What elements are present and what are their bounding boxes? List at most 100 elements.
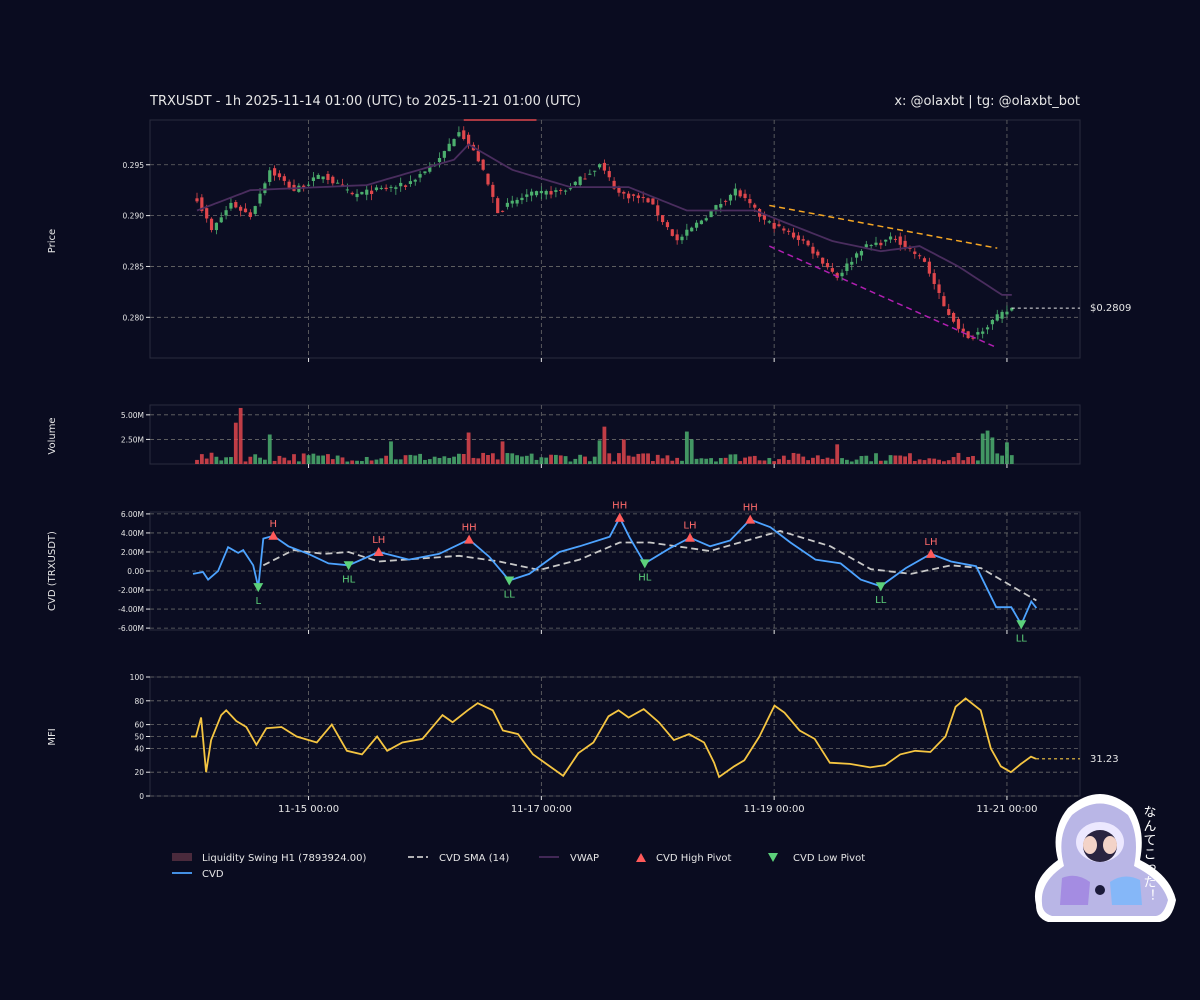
candle-body <box>491 184 495 197</box>
volume-bar <box>413 455 418 464</box>
candle-body <box>791 232 796 238</box>
candle-body <box>399 182 403 187</box>
volume-bar <box>728 454 733 464</box>
volume-bar <box>258 457 262 464</box>
y-tick-label: 2.00M <box>121 548 144 557</box>
volume-bar <box>214 456 219 464</box>
sticker-badge <box>1095 885 1105 895</box>
volume-bar <box>263 459 267 464</box>
volume-bar <box>408 454 413 464</box>
candle-body <box>670 229 674 236</box>
candle-body <box>714 205 718 210</box>
volume-bar <box>956 452 961 464</box>
volume-bar <box>199 454 204 464</box>
legend-liquidity-swing-swatch <box>172 853 192 861</box>
y-tick-label: 40 <box>134 744 144 753</box>
legend-cvd-sma: CVD SMA (14) <box>439 853 509 864</box>
volume-bar <box>641 453 646 464</box>
volume-bar <box>238 407 243 464</box>
volume-bar <box>495 459 500 464</box>
volume-bar <box>680 460 684 464</box>
volume-bar <box>733 454 738 464</box>
volume-bar <box>355 460 359 464</box>
candle-body <box>855 253 859 258</box>
volume-bar <box>233 422 238 464</box>
sticker-left-sleeve <box>1060 875 1090 905</box>
volume-bar <box>554 454 558 464</box>
volume-bar <box>767 457 772 464</box>
candle-body <box>578 176 582 185</box>
legend-high-pivot-icon <box>636 853 646 862</box>
volume-bar <box>699 458 704 464</box>
candle-body <box>253 206 257 214</box>
volume-bar <box>219 460 224 464</box>
candle-body <box>719 204 723 208</box>
volume-bar <box>883 460 888 464</box>
y-tick-label: 5.00M <box>121 411 144 420</box>
volume-bar <box>718 458 723 464</box>
candle-body <box>316 174 320 179</box>
volume-bar <box>796 453 801 464</box>
candle-body <box>840 272 844 277</box>
volume-bar <box>427 459 432 464</box>
candle-body <box>234 202 238 208</box>
candle-body <box>709 210 713 218</box>
volume-bar <box>951 457 956 464</box>
candle-body <box>340 184 345 186</box>
candle-body <box>898 236 902 245</box>
volume-bar <box>1005 442 1009 464</box>
volume-bar <box>384 455 389 464</box>
volume-bar <box>364 456 369 464</box>
volume-bar <box>374 459 379 464</box>
candle-body <box>811 246 815 254</box>
candle-body <box>496 198 500 214</box>
candle-body <box>806 240 810 246</box>
volume-bar <box>515 455 519 464</box>
volume-bar <box>704 458 709 464</box>
volume-bar <box>330 459 335 464</box>
volume-bar <box>195 459 199 464</box>
candle-body <box>370 190 374 195</box>
volume-bar <box>990 437 995 464</box>
volume-bar <box>684 431 689 464</box>
volume-bar <box>534 459 539 464</box>
candle-body <box>835 273 839 278</box>
volume-bar <box>772 461 777 464</box>
cvd-pivot-label: LH <box>924 537 937 548</box>
candle-body <box>937 284 941 293</box>
volume-bar <box>229 457 233 464</box>
x-tick-label: 11-21 00:00 <box>976 804 1037 815</box>
volume-bar <box>820 459 825 464</box>
candle-body <box>350 192 354 195</box>
volume-bar <box>903 456 907 464</box>
candle-body <box>549 191 553 195</box>
candle-body <box>302 185 306 188</box>
y-tick-label: -4.00M <box>118 605 144 614</box>
candle-body <box>966 331 970 339</box>
candle-body <box>263 183 267 194</box>
volume-bar <box>723 457 728 464</box>
candle-body <box>777 224 781 227</box>
volume-bar <box>694 458 699 464</box>
volume-bar <box>267 434 272 464</box>
candle-body <box>597 164 602 168</box>
volume-y-axis: 2.50M 5.00M <box>121 411 1008 468</box>
candle-body <box>661 215 665 223</box>
volume-bar <box>845 459 849 464</box>
price-panel: 0.280 0.285 0.290 0.295 $0.2809 Price <box>47 119 1131 362</box>
candle-body <box>845 263 849 271</box>
volume-bar <box>321 455 325 464</box>
cvd-pivot-label: HH <box>462 523 477 534</box>
candle-body <box>699 220 703 225</box>
price-frame <box>149 119 1081 359</box>
candle-body <box>282 176 286 181</box>
volume-bar <box>558 455 563 464</box>
volume-bar <box>1000 455 1004 464</box>
volume-bar <box>646 453 650 464</box>
candle-body <box>685 229 689 236</box>
volume-bar <box>786 459 791 464</box>
candle-body <box>627 193 631 199</box>
mfi-y-axis: 0 20 40 50 60 80 100 <box>130 673 1008 801</box>
candle-body <box>767 221 771 223</box>
y-tick-label: 80 <box>134 697 144 706</box>
